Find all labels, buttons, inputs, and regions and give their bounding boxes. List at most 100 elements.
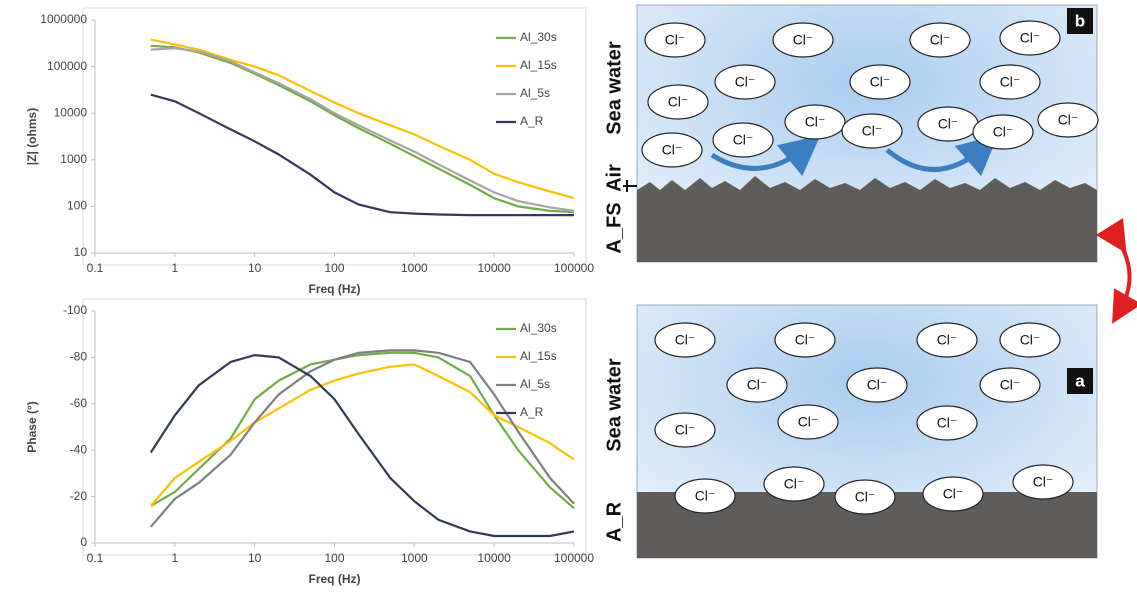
- ion-label: Cl⁻: [930, 32, 951, 48]
- ion-label: Cl⁻: [937, 415, 958, 431]
- arrow: [885, 134, 999, 177]
- x-tick-label: 10: [248, 261, 262, 275]
- air-bracket: [623, 180, 637, 192]
- ion-bubble: [849, 64, 911, 100]
- x-tick-label: 10000: [477, 551, 511, 565]
- ion-bubble: [784, 104, 846, 140]
- ion-label: Cl⁻: [862, 123, 883, 139]
- ion-label: Cl⁻: [1033, 474, 1054, 490]
- plot-frame: [82, 298, 587, 556]
- x-axis-label: Freq (Hz): [309, 282, 361, 296]
- ion-label: Cl⁻: [855, 489, 876, 505]
- ion-label: Cl⁻: [675, 422, 696, 438]
- ion-label: Cl⁻: [795, 332, 816, 348]
- ion-bubble: [999, 322, 1061, 358]
- y-tick-label: -60: [70, 396, 88, 410]
- ion-bubble: [644, 22, 706, 58]
- ion-bubble: [979, 367, 1041, 403]
- ion-label: Cl⁻: [665, 32, 686, 48]
- x-tick-label: 100000: [554, 551, 594, 565]
- y-tick-label: 10: [74, 245, 88, 259]
- ion-label: Cl⁻: [695, 488, 716, 504]
- ion-bubble: [647, 84, 709, 120]
- y-tick-label: 10000: [54, 105, 88, 119]
- y-tick-label: 1000: [60, 152, 87, 166]
- legend-label: A_R: [520, 114, 544, 128]
- legend-label: Al_30s: [520, 30, 557, 44]
- x-tick-label: 0.1: [87, 261, 104, 275]
- ion-bubble: [654, 412, 716, 448]
- ion-bubble: [772, 22, 834, 58]
- ion-label: Cl⁻: [867, 377, 888, 393]
- side-label: Sea water: [603, 41, 625, 135]
- y-tick-label: 100: [67, 199, 87, 213]
- ion-label: Cl⁻: [735, 74, 756, 90]
- ion-bubble: [654, 322, 716, 358]
- ion-label: Cl⁻: [675, 332, 696, 348]
- ion-bubble: [674, 478, 736, 514]
- x-tick-label: 100: [324, 261, 344, 275]
- ion-bubble: [1012, 464, 1074, 500]
- letter-box: [1067, 8, 1093, 34]
- plot-frame: [82, 7, 587, 266]
- ion-label: Cl⁻: [943, 486, 964, 502]
- x-tick-label: 10: [248, 551, 262, 565]
- ion-bubble: [916, 405, 978, 441]
- ion-bubble: [834, 479, 896, 515]
- ion-label: Cl⁻: [1058, 112, 1079, 128]
- letter-box: [1067, 368, 1093, 394]
- ion-bubble: [979, 64, 1041, 100]
- ion-bubble: [726, 367, 788, 403]
- ion-label: Cl⁻: [662, 142, 683, 158]
- legend-label: Al_30s: [520, 321, 557, 335]
- legend-label: A_R: [520, 405, 544, 419]
- ion-bubble: [763, 466, 825, 502]
- y-tick-label: 100000: [47, 59, 87, 73]
- y-axis-label: |Z| (ohms): [25, 108, 39, 165]
- series-line: [150, 44, 575, 214]
- ion-bubble: [777, 404, 839, 440]
- x-tick-label: 100000: [554, 261, 594, 275]
- ion-label: Cl⁻: [793, 32, 814, 48]
- panel-letter: a: [1075, 371, 1085, 390]
- ion-bubble: [841, 113, 903, 149]
- rough-surface: [637, 176, 1097, 262]
- ion-bubble: [909, 22, 971, 58]
- x-tick-label: 10000: [477, 261, 511, 275]
- series-line: [150, 93, 574, 217]
- y-tick-label: -40: [70, 442, 88, 456]
- y-tick-label: -80: [70, 350, 88, 364]
- ion-bubble: [999, 20, 1061, 56]
- ion-bubble: [846, 367, 908, 403]
- ion-label: Cl⁻: [938, 116, 959, 132]
- ion-bubble: [972, 114, 1034, 150]
- ion-bubble: [922, 476, 984, 512]
- side-label: A_FS: [603, 202, 625, 253]
- ion-label: Cl⁻: [1000, 74, 1021, 90]
- ion-bubble: [1037, 102, 1099, 138]
- side-label: A_R: [603, 501, 625, 542]
- ion-label: Cl⁻: [747, 377, 768, 393]
- ion-label: Cl⁻: [1000, 377, 1021, 393]
- y-tick-label: 1000000: [40, 12, 87, 26]
- side-label: Sea water: [603, 358, 625, 452]
- series-line: [150, 351, 575, 510]
- ion-label: Cl⁻: [784, 476, 805, 492]
- y-axis-label: Phase (°): [25, 401, 39, 452]
- y-tick-label: -100: [63, 303, 87, 317]
- y-tick-label: -20: [70, 489, 88, 503]
- ion-label: Cl⁻: [937, 332, 958, 348]
- x-tick-label: 1: [171, 551, 178, 565]
- legend-label: Al_15s: [520, 349, 557, 363]
- ion-bubble: [712, 122, 774, 158]
- y-tick-label: 0: [80, 535, 87, 549]
- ion-label: Cl⁻: [993, 124, 1014, 140]
- series-line: [149, 349, 575, 528]
- ion-label: Cl⁻: [805, 114, 826, 130]
- ion-bubble: [714, 64, 776, 100]
- panel-letter: b: [1075, 11, 1085, 30]
- ion-bubble: [774, 322, 836, 358]
- series-line: [150, 38, 575, 200]
- legend-label: Al_5s: [520, 86, 550, 100]
